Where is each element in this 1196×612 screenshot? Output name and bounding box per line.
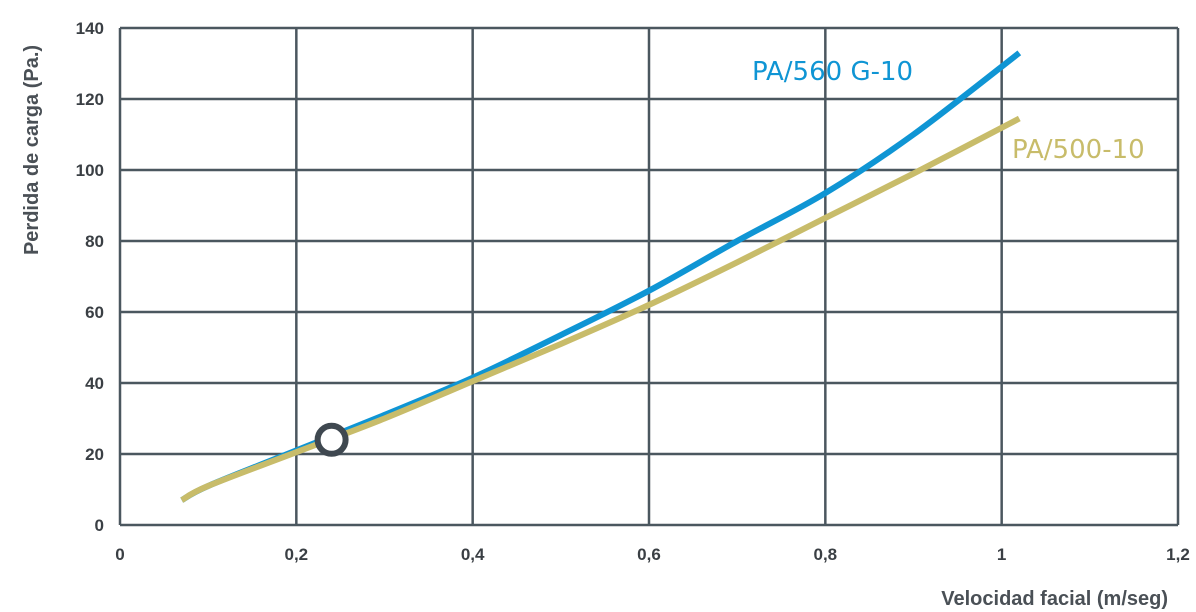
- series-lines: [180, 50, 1022, 503]
- x-tick-label: 0,4: [461, 545, 485, 564]
- x-axis-title: Velocidad facial (m/seg): [941, 588, 1168, 610]
- grid-lines: [118, 26, 1180, 527]
- series-label-pa500: PA/500-10: [1012, 135, 1145, 165]
- y-axis-title: Perdida de carga (Pa.): [21, 45, 43, 255]
- y-tick-label: 140: [76, 19, 104, 38]
- y-tick-label: 100: [76, 161, 104, 180]
- y-tick-label: 120: [76, 90, 104, 109]
- marker-point: [314, 422, 349, 457]
- x-tick-label: 0,8: [814, 545, 838, 564]
- series-label-pa560: PA/560 G-10: [752, 57, 913, 87]
- y-tick-label: 60: [85, 303, 104, 322]
- y-tick-label: 20: [85, 445, 104, 464]
- x-tick-labels: 0 0,2 0,4 0,6 0,8 1 1,2: [115, 545, 1190, 564]
- x-tick-label: 0,2: [285, 545, 309, 564]
- y-tick-label: 0: [95, 516, 104, 535]
- y-tick-label: 80: [85, 232, 104, 251]
- y-tick-label: 40: [85, 374, 104, 393]
- y-tick-labels: 0 20 40 60 80 100 120 140: [76, 19, 104, 535]
- series-line-pa560: [180, 50, 1022, 503]
- x-tick-label: 1,2: [1166, 545, 1190, 564]
- x-tick-label: 0: [115, 545, 124, 564]
- x-tick-label: 1: [997, 545, 1006, 564]
- marker-layer: [314, 422, 349, 457]
- series-line-pa500: [180, 115, 1021, 503]
- x-tick-label: 0,6: [637, 545, 661, 564]
